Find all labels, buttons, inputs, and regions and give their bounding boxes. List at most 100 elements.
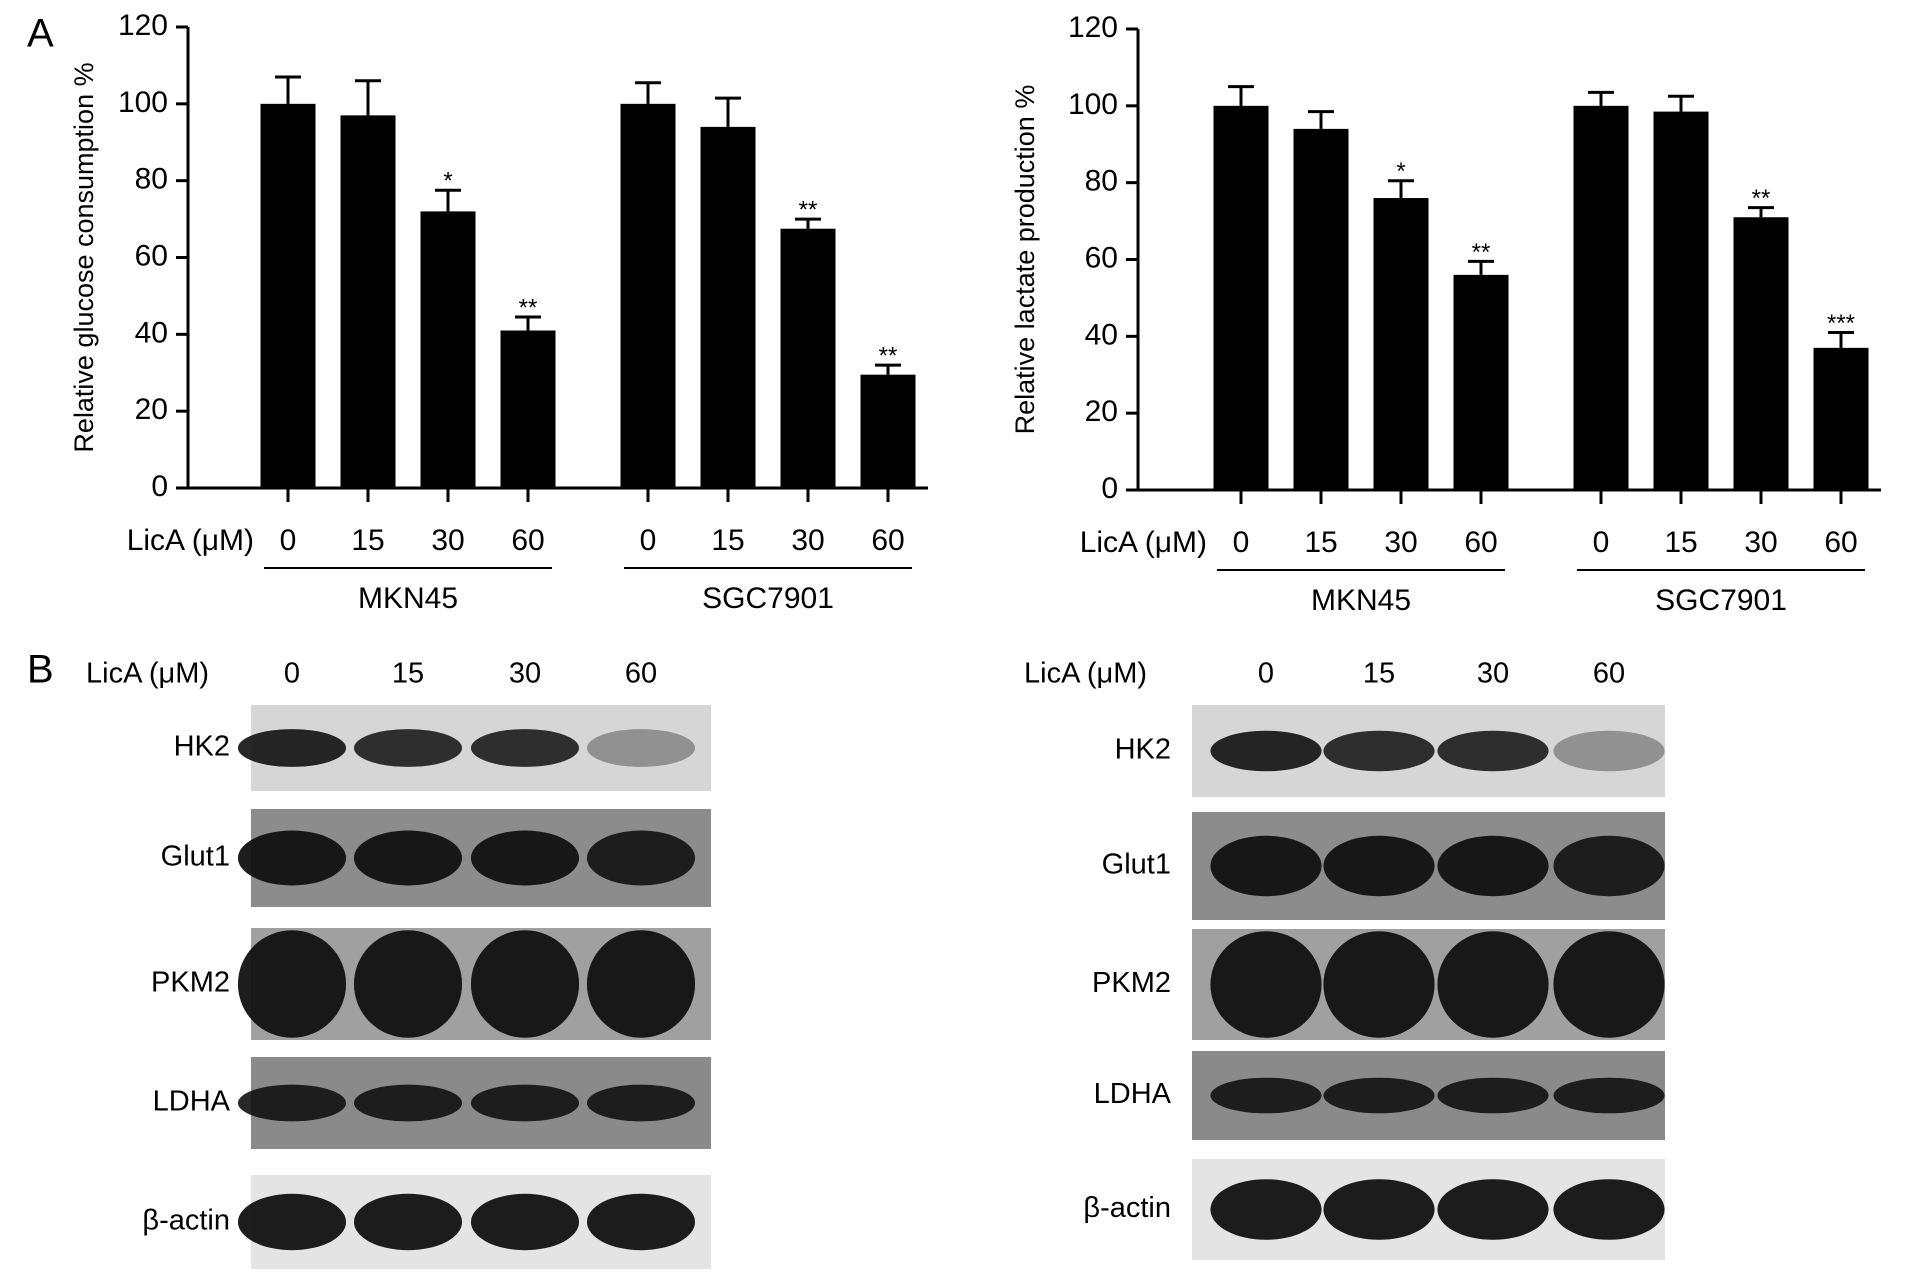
band: [1210, 730, 1322, 772]
bar: [1213, 105, 1269, 490]
x-tick-label: 30: [431, 524, 464, 557]
bar: [780, 228, 836, 488]
significance: **: [1752, 185, 1771, 212]
band: [470, 930, 580, 1038]
x-tick-label: 15: [1304, 526, 1337, 559]
error-bar: [715, 96, 741, 127]
band: [1437, 1179, 1549, 1240]
band: [353, 930, 463, 1038]
band: [470, 1084, 580, 1122]
x-prefix: LicA (μM): [127, 524, 254, 557]
band: [1553, 1179, 1665, 1240]
significance: *: [1396, 158, 1405, 185]
band: [237, 729, 347, 767]
error-bar: [1388, 179, 1414, 199]
x-tick-label: 60: [871, 524, 904, 557]
protein-label: β-actin: [142, 1205, 230, 1237]
treatment-label: LicA (μM): [86, 658, 209, 690]
bar: [1813, 347, 1869, 490]
y-tick-label: 100: [1068, 88, 1118, 121]
protein-label: Glut1: [1102, 849, 1171, 881]
x-tick-label: 15: [711, 524, 744, 557]
y-tick-label: 0: [151, 470, 168, 503]
band: [1553, 730, 1665, 772]
lane-label: 0: [1258, 658, 1274, 690]
x-tick-label: 60: [511, 524, 544, 557]
lane-label: 60: [1593, 658, 1625, 690]
y-tick-label: 60: [135, 239, 168, 272]
error-bar: [435, 188, 461, 212]
x-tick-label: 0: [1233, 526, 1250, 559]
band: [1323, 730, 1435, 772]
y-tick-label: 40: [135, 316, 168, 349]
band: [1323, 1077, 1435, 1114]
y-tick-label: 120: [118, 9, 168, 42]
protein-label: PKM2: [1092, 967, 1171, 999]
x-tick-label: 30: [1744, 526, 1777, 559]
y-tick-label: 20: [1085, 395, 1118, 428]
bar: [1453, 274, 1509, 490]
significance: **: [799, 196, 818, 223]
band: [1210, 1077, 1322, 1114]
y-tick-label: 60: [1085, 241, 1118, 274]
band: [586, 1193, 696, 1251]
y-axis-label: Relative lactate production %: [1010, 85, 1040, 435]
treatment-label: LicA (μM): [1024, 658, 1147, 690]
x-tick-label: 30: [1384, 526, 1417, 559]
lane-label: 15: [392, 658, 424, 690]
bar: [340, 115, 396, 488]
error-bar: [1228, 85, 1254, 106]
group-label: MKN45: [358, 582, 458, 615]
bar: [1733, 217, 1789, 490]
band: [470, 830, 580, 886]
lane-label: 15: [1363, 658, 1395, 690]
protein-label: HK2: [1115, 734, 1171, 766]
significance: *: [443, 168, 452, 195]
band: [237, 1084, 347, 1122]
error-bar: [795, 217, 821, 229]
band: [1437, 1077, 1549, 1114]
x-tick-label: 60: [1824, 526, 1857, 559]
error-bar: [1468, 259, 1494, 275]
x-tick-label: 30: [791, 524, 824, 557]
band: [353, 830, 463, 886]
bar: [1373, 198, 1429, 491]
error-bar: [1668, 94, 1694, 112]
bar: [1573, 105, 1629, 490]
bar: [500, 330, 556, 488]
protein-label: β-actin: [1083, 1192, 1171, 1224]
band: [353, 729, 463, 767]
x-tick-label: 15: [351, 524, 384, 557]
band: [1323, 1179, 1435, 1240]
band: [586, 930, 696, 1038]
y-tick-label: 80: [135, 163, 168, 196]
band: [237, 930, 347, 1038]
bar: [420, 211, 476, 488]
band: [353, 1084, 463, 1122]
band: [1323, 835, 1435, 897]
error-bar: [1828, 330, 1854, 348]
band: [237, 1193, 347, 1251]
panel-label: B: [27, 648, 54, 692]
band: [1437, 931, 1549, 1038]
error-bar: [635, 81, 661, 104]
protein-label: PKM2: [151, 967, 230, 999]
bar: [620, 103, 676, 488]
error-bar: [515, 315, 541, 331]
band: [586, 729, 696, 767]
error-bar: [875, 363, 901, 375]
band: [470, 1193, 580, 1251]
significance: **: [519, 294, 538, 321]
x-tick-label: 0: [640, 524, 657, 557]
band: [1437, 730, 1549, 772]
protein-label: Glut1: [161, 841, 230, 873]
x-tick-label: 0: [280, 524, 297, 557]
bar: [860, 374, 916, 488]
band: [470, 729, 580, 767]
error-bar: [1308, 110, 1334, 129]
band: [1553, 931, 1665, 1038]
panel-label: A: [27, 12, 54, 56]
band: [1210, 835, 1322, 897]
band: [586, 1084, 696, 1122]
